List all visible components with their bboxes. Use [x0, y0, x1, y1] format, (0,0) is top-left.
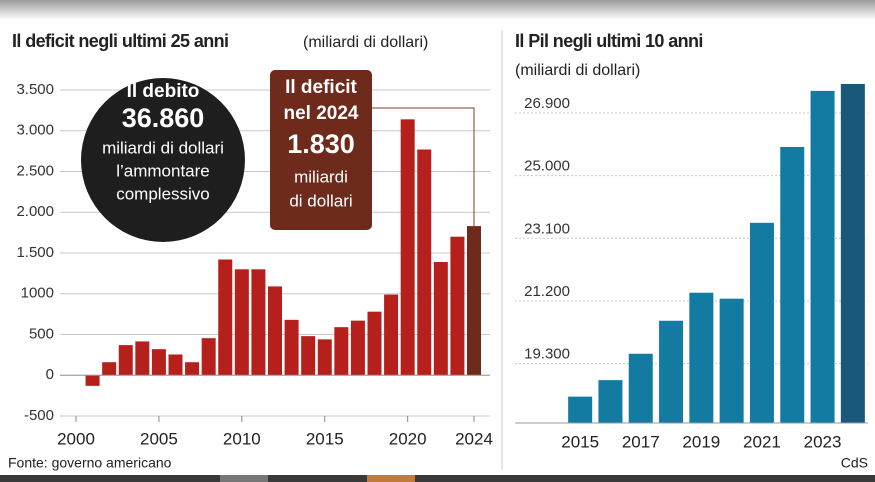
annotation-connector [372, 107, 475, 228]
y-tick-label: 1.500 [16, 244, 54, 261]
annotation-text: 36.860 [122, 103, 205, 133]
y-tick-label: 2.500 [16, 162, 54, 179]
bar [218, 259, 233, 376]
y-tick-label: 3.500 [16, 81, 54, 98]
annotation-box [270, 70, 372, 230]
annotation-text: miliardi di dollari [102, 138, 224, 157]
chart-subtitle: (miliardi di dollari) [515, 62, 640, 79]
y-tick-label: 26.900 [524, 95, 570, 112]
y-tick-label: 1000 [21, 285, 54, 302]
top-strip [0, 0, 875, 20]
bar [450, 236, 465, 376]
annotation-text: di dollari [289, 191, 352, 210]
x-tick-label: 2020 [389, 429, 427, 448]
y-tick-label: 500 [29, 325, 54, 342]
bar [118, 345, 133, 376]
annotation-text: 1.830 [287, 129, 355, 159]
y-tick-label: 2.000 [16, 203, 54, 220]
y-tick-label: 3.000 [16, 122, 54, 139]
bar [135, 341, 150, 376]
bar [102, 362, 117, 376]
annotation-text: l’ammontare [116, 161, 210, 180]
bar [840, 83, 865, 423]
annotation-text: nel 2024 [284, 103, 359, 124]
bar [350, 320, 365, 376]
y-tick-label: -500 [24, 407, 54, 424]
bar [780, 146, 805, 423]
bar [417, 149, 432, 376]
bar [151, 349, 166, 376]
bar [251, 269, 266, 376]
y-tick-label: 25.000 [524, 158, 570, 175]
bar [628, 353, 653, 423]
bar [185, 362, 200, 376]
bar [201, 338, 216, 376]
bar [400, 119, 415, 376]
bar [234, 269, 249, 376]
annotation-text: miliardi [294, 167, 348, 186]
bar [689, 292, 714, 423]
bar [749, 222, 774, 423]
bar [334, 327, 349, 376]
bar [301, 336, 316, 376]
x-tick-label: 2015 [561, 432, 599, 451]
bar [284, 319, 299, 376]
x-tick-label: 2019 [682, 432, 720, 451]
chart-subtitle: (miliardi di dollari) [303, 34, 428, 51]
bar [168, 354, 183, 376]
annotation-text: complessivo [116, 184, 210, 203]
bottom-strip-segment [220, 475, 268, 482]
x-tick-label: 2024 [455, 429, 493, 448]
plots: -500 0 500 1000 1.500 2.000 2.500 3.000 3.500 200… [16, 81, 868, 451]
x-tick-label: 2015 [306, 429, 344, 448]
bar [598, 380, 623, 423]
bar [719, 298, 744, 423]
bar [367, 311, 382, 376]
chart-title: Il deficit negli ultimi 25 anni [12, 31, 228, 51]
y-tick-label: 19.300 [524, 346, 570, 363]
x-tick-label: 2010 [223, 429, 261, 448]
bar [810, 90, 835, 423]
bar [467, 226, 481, 376]
annotation-text: Il debito [127, 81, 200, 102]
debt-annotation: Il debito 36.860 miliardi di dollari l’a… [81, 78, 245, 242]
x-tick-label: 2005 [140, 429, 178, 448]
bar [433, 261, 448, 376]
source: Fonte: governo americano [8, 455, 172, 471]
x-tick-label: 2000 [57, 429, 95, 448]
y-tick-label: 23.100 [524, 220, 570, 237]
y-tick-label: 0 [46, 366, 54, 383]
credit: CdS [841, 455, 868, 471]
annotation-text: Il deficit [285, 77, 357, 98]
bar [568, 396, 593, 423]
x-tick-label: 2017 [622, 432, 660, 451]
deficit-annotation: Il deficit nel 2024 1.830 miliardi di do… [270, 70, 475, 230]
bar [85, 375, 100, 386]
bottom-strip-segment [367, 475, 415, 482]
bar [268, 286, 282, 376]
chart-title: Il Pil negli ultimi 10 anni [515, 31, 703, 51]
y-tick-label: 21.200 [524, 283, 570, 300]
x-tick-label: 2023 [804, 432, 842, 451]
bar [384, 294, 399, 376]
annotation-circle [81, 78, 245, 242]
bar [659, 320, 684, 423]
x-tick-label: 2021 [743, 432, 781, 451]
bar [317, 339, 332, 376]
bottom-strip [0, 475, 875, 482]
